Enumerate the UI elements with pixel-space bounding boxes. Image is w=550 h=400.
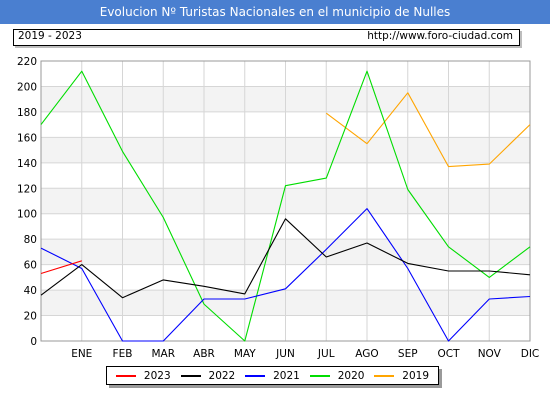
y-tick-label: 220 bbox=[17, 56, 37, 68]
y-tick-label: 40 bbox=[24, 285, 37, 297]
x-tick-label: MAR bbox=[151, 348, 175, 360]
legend-item-2021: 2021 bbox=[245, 370, 300, 382]
legend-label: 2021 bbox=[273, 369, 300, 382]
legend-item-2023: 2023 bbox=[115, 369, 171, 382]
source-url[interactable]: http://www.foro-ciudad.com bbox=[367, 30, 513, 42]
x-tick-label: OCT bbox=[437, 348, 460, 360]
x-tick-label: FEB bbox=[113, 348, 133, 360]
legend-swatch bbox=[180, 374, 201, 377]
legend-label: 2020 bbox=[337, 369, 365, 382]
y-tick-label: 60 bbox=[24, 260, 37, 272]
x-tick-label: ABR bbox=[193, 348, 215, 360]
y-tick-label: 120 bbox=[17, 183, 37, 195]
x-tick-label: JUL bbox=[317, 348, 335, 360]
legend-swatch bbox=[309, 374, 330, 377]
y-tick-label: 80 bbox=[24, 234, 37, 246]
series-line-2019 bbox=[325, 92, 531, 168]
chart-legend: 2023 2022 2021 2020 2019 bbox=[106, 366, 439, 385]
x-tick-label: MAY bbox=[234, 348, 256, 360]
x-tick-label: ENE bbox=[71, 348, 92, 360]
legend-label: 2022 bbox=[208, 369, 236, 382]
legend-swatch bbox=[374, 374, 395, 377]
y-tick-label: 20 bbox=[24, 311, 37, 323]
series-line-2023 bbox=[40, 260, 82, 275]
y-tick-label: 200 bbox=[17, 81, 37, 93]
series-line-2022 bbox=[40, 218, 531, 299]
series-line-2021 bbox=[40, 208, 531, 342]
legend-label: 2023 bbox=[143, 369, 171, 382]
info-box: 2019 - 2023 http://www.foro-ciudad.com bbox=[13, 29, 520, 46]
x-tick-label: AGO bbox=[355, 348, 378, 360]
chart-title-text: Evolucion Nº Turistas Nacionales en el m… bbox=[99, 5, 451, 19]
x-tick-label: DIC bbox=[521, 348, 540, 360]
legend-item-2022: 2022 bbox=[180, 369, 236, 382]
chart-title: Evolucion Nº Turistas Nacionales en el m… bbox=[0, 0, 550, 24]
series-line-2020 bbox=[40, 70, 531, 342]
legend-swatch bbox=[245, 374, 266, 377]
period-label: 2019 - 2023 bbox=[18, 30, 82, 42]
y-tick-label: 140 bbox=[17, 158, 37, 170]
plot-frame bbox=[40, 60, 531, 342]
legend-item-2019: 2019 bbox=[374, 370, 429, 382]
legend-item-2020: 2020 bbox=[309, 369, 365, 382]
x-tick-label: SEP bbox=[398, 348, 418, 360]
x-tick-label: NOV bbox=[478, 348, 502, 360]
legend-swatch bbox=[115, 374, 136, 377]
y-tick-label: 160 bbox=[17, 132, 37, 144]
y-tick-label: 100 bbox=[17, 209, 37, 221]
legend-label: 2019 bbox=[402, 369, 430, 382]
y-tick-label: 0 bbox=[30, 336, 37, 348]
x-tick-label: JUN bbox=[275, 348, 295, 360]
y-tick-label: 180 bbox=[17, 107, 37, 119]
